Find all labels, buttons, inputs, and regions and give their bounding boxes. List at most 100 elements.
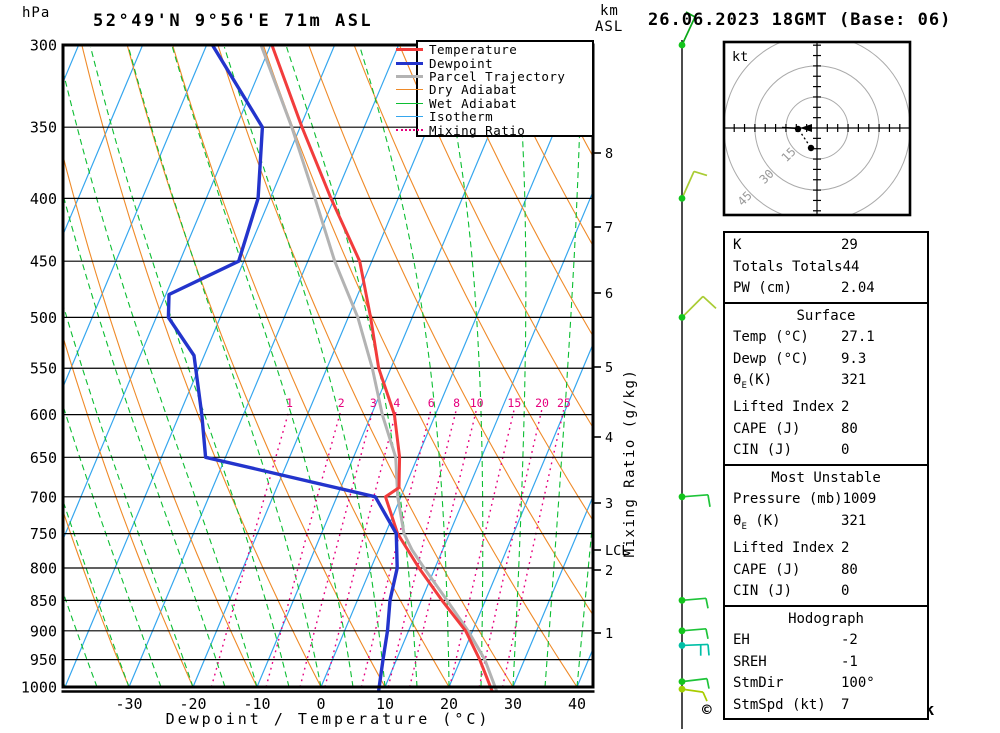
legend-item: Dry Adiabat [396,82,592,98]
plot-border [61,43,595,689]
legend-line-sample [396,61,423,65]
wet-adiabat-line [63,68,258,687]
stat-row: StmDir 100° [725,673,927,695]
stat-label: StmDir [733,675,784,692]
stat-label: Lifted Index [733,399,835,416]
stat-value: 2 [841,399,850,416]
wet-adiabat-line [127,46,322,687]
km-tick-label: 5 [605,360,613,376]
pressure-tick-label: 600 [30,406,57,424]
hodograph-border [722,40,912,217]
mixing-ratio-axis-title: Mixing Ratio (g/kg) [622,368,638,558]
dewpoint-curve [166,45,399,692]
km-tick-label: 4 [605,430,613,446]
height-axis-unit-asl-label: ASL [595,19,624,35]
stat-box: Most Unstable Pressure (mb) 1009 θE (K) 321 L… [723,463,929,607]
legend-label: Dry Adiabat [429,82,518,98]
legend-line-sample [396,74,423,78]
mixing-ratio-line [265,409,342,687]
stat-value: 44 [842,258,860,275]
pressure-tick-label: 750 [30,525,57,543]
wet-adiabat-line [359,46,450,687]
legend-item: Wet Adiabat [396,96,592,111]
legend-label: Parcel Trajectory [429,68,566,84]
stat-label: StmSpd (kt) [733,696,826,713]
stat-label: K [733,237,742,253]
wet-adiabat-line [544,47,583,687]
legend-label: Dewpoint [429,55,494,71]
stat-row: CAPE (J) 80 [725,419,927,441]
dry-adiabat-line [81,45,322,687]
mixing-ratio-label: 25 [557,396,571,410]
run-date-label: 26.06.2023 18GMT (Base: 06) [648,10,952,30]
stat-box: Hodograph EH -2 SREH -1 StmDir 100° StmSpd (kt)… [723,604,929,721]
stat-row: CIN (J) 0 [725,581,927,603]
mixing-ratio-label: 2 [338,396,345,410]
stat-box: Surface Temp (°C) 27.1 Dewp (°C) 9.3 θE(K) 321… [723,301,929,466]
pressure-tick-label: 950 [30,651,57,669]
x-axis-title: Dewpoint / Temperature (°C) [165,710,491,728]
x-tick-label: 0 [316,695,325,713]
legend-label: Isotherm [429,109,494,125]
dry-adiabat-line [489,45,593,247]
hodograph-trace-dotted [798,129,812,149]
x-tick-label: 40 [568,695,586,713]
stat-row: θE (K) 321 [725,511,927,538]
isotherm-line [320,45,592,687]
stat-label: θE(K) [733,372,773,391]
isotherm-line [63,45,272,541]
isotherm-line [256,45,528,687]
parcel-trajectory-curve [259,45,499,692]
mixing-ratio-label: 1 [286,396,293,410]
isotherm-line [63,45,144,237]
pressure-tick-label: 350 [30,119,57,137]
temperature-curve [270,45,494,692]
stat-value: 80 [841,561,858,578]
stat-value: -2 [841,632,858,649]
x-tick-label: 30 [504,695,522,713]
stat-label: SREH [733,653,767,670]
km-tick-label: 2 [605,563,613,579]
stat-box-header: Most Unstable [771,469,881,486]
legend-line-sample [396,48,423,52]
stat-row: StmSpd (kt) 7 [725,695,927,717]
isotherm-line [448,342,593,687]
wind-barb [678,170,708,202]
stat-row: SREH -1 [725,652,927,674]
stat-row: Temp (°C) 27.1 [725,327,927,349]
wet-adiabat-line [63,403,162,687]
stat-row: CAPE (J) 80 [725,560,927,582]
dry-adiabat-line [0,45,1,687]
hodograph-trace-dot [794,125,802,133]
legend-line-sample [396,89,423,91]
isotherm-line [0,45,15,687]
isotherm-line [384,190,593,687]
sounding-curves [166,45,499,692]
legend-item: Dewpoint [396,55,592,71]
legend-line-sample [396,129,423,132]
stat-row: EH -2 [725,630,927,652]
km-tick-label: 7 [605,220,613,236]
lcl-label: LCL [605,543,629,559]
mixing-ratio-label: 20 [535,396,549,410]
hodograph-ring-label: 30 [757,167,777,187]
isotherm-line [64,45,336,687]
stat-row: Lifted Index 2 [725,538,927,560]
legend-item: Mixing Ratio [396,123,592,138]
wind-barb-column [678,11,717,729]
pressure-tick-label: 400 [30,190,57,208]
hodograph-ring-label: 45 [735,189,755,209]
legend-line-sample [396,102,423,104]
dry-adiabat-line [398,45,593,429]
wet-adiabat-line [171,46,354,687]
x-tick-label: -30 [115,695,142,713]
pressure-tick-label: 500 [30,309,57,327]
wind-barb [678,627,709,639]
mixing-ratio-line [210,409,290,687]
legend-label: Temperature [429,42,518,58]
legend-line-sample [396,116,423,118]
x-tick-label: -10 [243,695,270,713]
